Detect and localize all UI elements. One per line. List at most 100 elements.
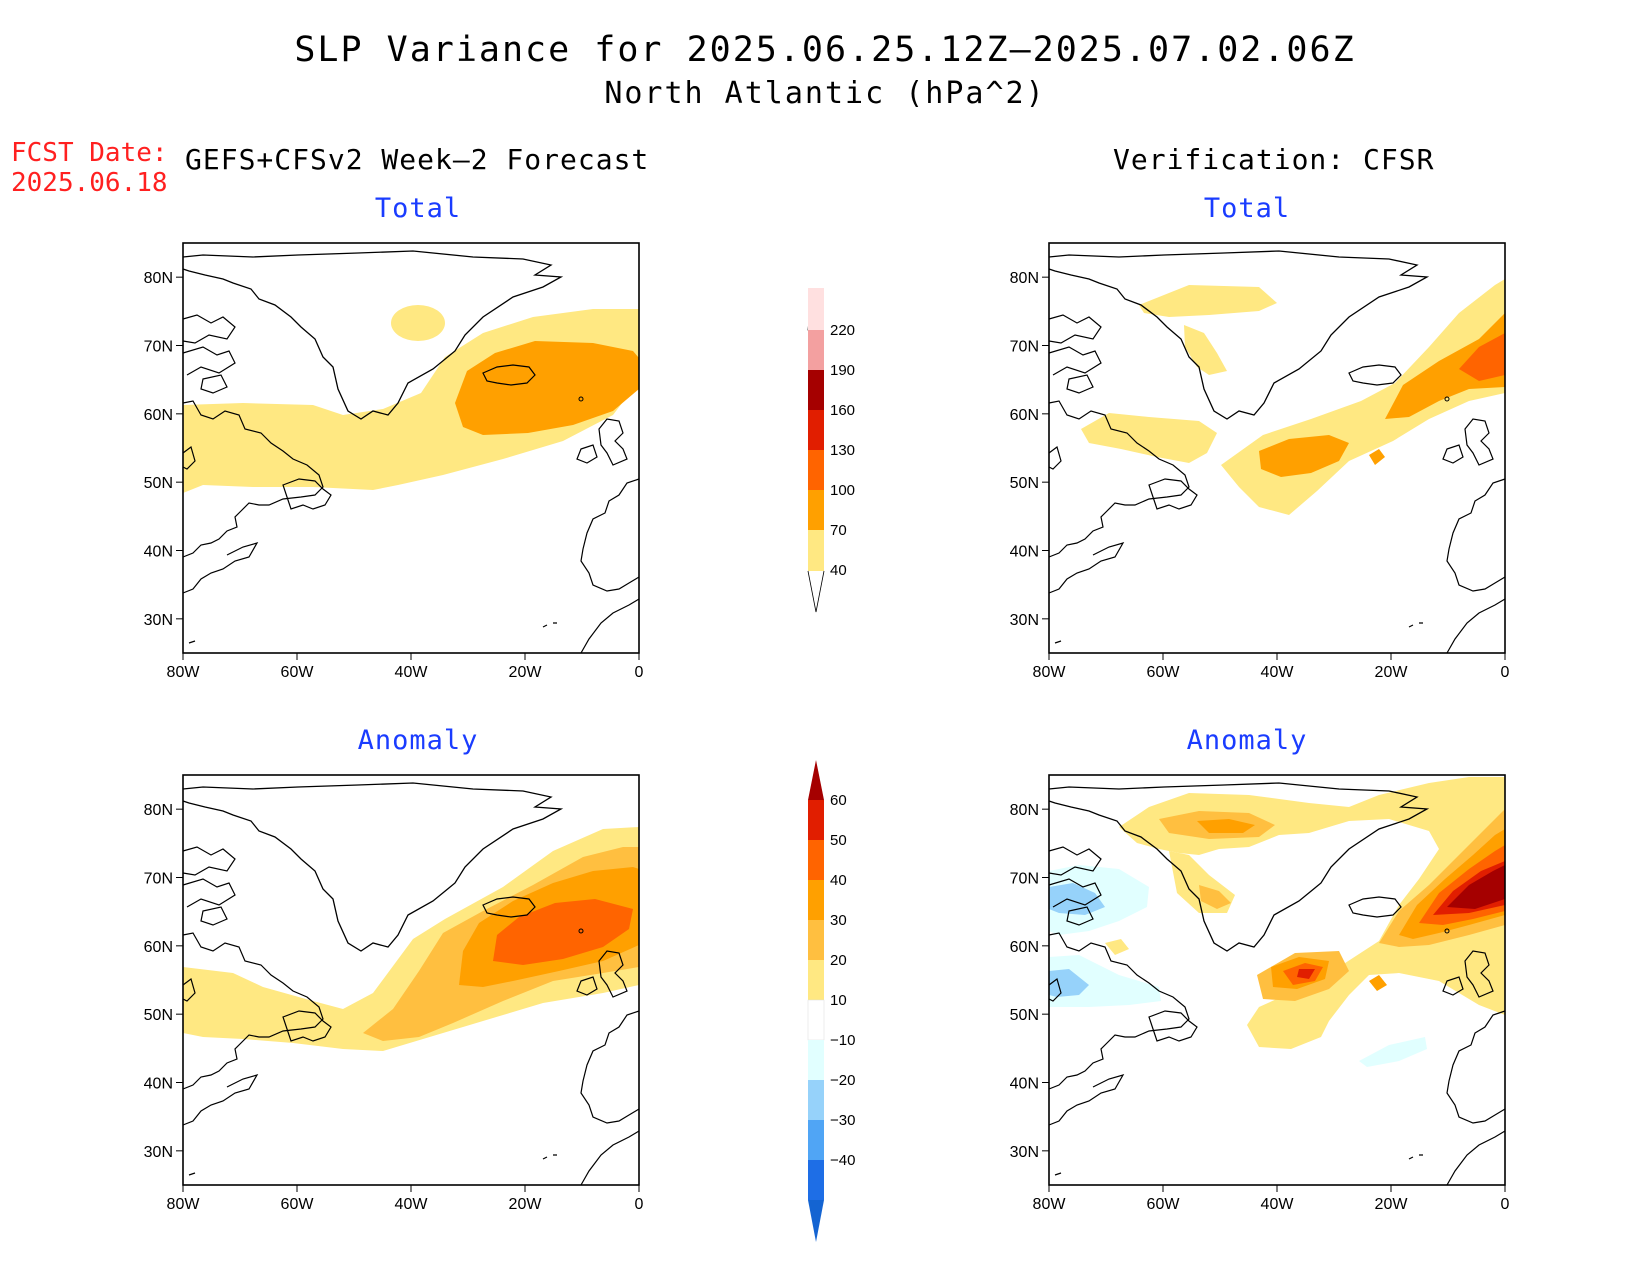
colorbar-total-label-130: 130 xyxy=(830,442,855,459)
colorbar-anomaly-swatch-m30-m40 xyxy=(808,1120,824,1160)
vt-total-contour-100 xyxy=(1459,333,1505,381)
fc-total-lon-label: 40W xyxy=(395,664,429,681)
colorbar-anomaly-swatch-40-30 xyxy=(808,880,824,920)
forecast-total-title: Total xyxy=(374,193,462,224)
fc-anom-lat-label: 60N xyxy=(144,939,173,956)
forecast-anomaly-title: Anomaly xyxy=(357,725,479,756)
va-anom-neg-20-a xyxy=(1049,883,1105,915)
colorbar-total-label-160: 160 xyxy=(830,402,855,419)
fc-anom-lon-label: 60W xyxy=(281,1196,315,1213)
colorbar-anomaly-swatch-neutral xyxy=(807,999,825,1041)
vt-total-contour-70-b xyxy=(1385,313,1505,419)
colorbar-anomaly-bottom-tip xyxy=(808,1200,824,1242)
colorbar-total-swatch-100 xyxy=(808,450,824,490)
colorbar-anomaly-label-50: 50 xyxy=(830,832,847,849)
vt-total-contour-70-a xyxy=(1259,435,1349,477)
fc-anom-lon-label: 0 xyxy=(635,1196,644,1213)
vt-total-contour-40-b xyxy=(1184,325,1227,375)
va-anom-lon-label: 60W xyxy=(1147,1196,1181,1213)
colorbar-anomaly-top-tip xyxy=(808,760,824,800)
fc-anom-lon-label: 40W xyxy=(395,1196,429,1213)
va-anom-lat-label: 60N xyxy=(1010,939,1039,956)
forecast-column-header: GEFS+CFSv2 Week–2 Forecast xyxy=(185,143,650,176)
fc-total-contour-70 xyxy=(455,341,639,435)
vt-total-lat-label: 60N xyxy=(1010,407,1039,424)
colorbar-anomaly-swatch-m20-m30 xyxy=(808,1080,824,1120)
va-anom-lon-label: 80W xyxy=(1033,1196,1067,1213)
verification-total-title: Total xyxy=(1203,193,1291,224)
colorbar-total-label-220: 220 xyxy=(830,322,855,339)
va-anom-lon-label: 20W xyxy=(1375,1196,1409,1213)
fc-anom-contour-40 xyxy=(493,899,633,965)
colorbar-anomaly-label-30: 30 xyxy=(830,912,847,929)
fc-total-lat-label: 50N xyxy=(144,475,173,492)
colorbar-anomaly-swatch-50-40 xyxy=(808,840,824,880)
colorbar-total-bottom-tip xyxy=(807,570,825,613)
forecast-anomaly-map xyxy=(182,774,640,1186)
forecast-date-value: 2025.06.18 xyxy=(11,168,168,198)
colorbar-anomaly-label-m10: −10 xyxy=(830,1032,855,1049)
colorbar-anomaly-label-10: 10 xyxy=(830,992,847,1009)
va-anom-pos-30-a xyxy=(1197,819,1255,833)
fc-total-lat-label: 30N xyxy=(144,612,173,629)
vt-total-contour-70-c xyxy=(1369,449,1385,465)
fc-total-lat-label: 70N xyxy=(144,339,173,356)
vt-total-contour-40-a xyxy=(1139,285,1277,317)
colorbar-anomaly-label-m20: −20 xyxy=(830,1072,855,1089)
va-anom-lat-label: 70N xyxy=(1010,871,1039,888)
va-anom-pos-10-a xyxy=(1119,777,1505,1049)
va-anom-pos-50-a xyxy=(1297,969,1315,979)
verification-anomaly-map xyxy=(1048,774,1506,1186)
fc-total-lon-label: 0 xyxy=(635,664,644,681)
vt-total-lon-label: 0 xyxy=(1501,664,1510,681)
va-anom-pos-30-d xyxy=(1369,975,1387,991)
colorbar-total-swatch-130 xyxy=(808,410,824,450)
fc-anom-lat-label: 80N xyxy=(144,802,173,819)
forecast-total-map xyxy=(182,242,640,654)
vt-total-lon-label: 20W xyxy=(1375,664,1409,681)
va-anom-lat-label: 50N xyxy=(1010,1007,1039,1024)
colorbar-total-label-100: 100 xyxy=(830,482,855,499)
verification-column-header: Verification: CFSR xyxy=(1113,143,1435,176)
colorbar-anomaly-swatch-m40 xyxy=(808,1160,824,1200)
colorbar-anomaly: 60 50 40 30 20 10 −10 −20 −30 −40 xyxy=(807,760,855,1242)
colorbar-anomaly-label-40: 40 xyxy=(830,872,847,889)
va-anom-neg-10-c xyxy=(1359,1037,1427,1067)
fc-total-lat-label: 80N xyxy=(144,270,173,287)
colorbar-total-swatch-70 xyxy=(808,490,824,530)
fc-total-contour-40-small xyxy=(391,305,445,341)
fc-anom-lat-label: 40N xyxy=(144,1076,173,1093)
colorbar-total-label-70: 70 xyxy=(830,522,847,539)
va-anom-lon-label: 0 xyxy=(1501,1196,1510,1213)
colorbar-anomaly-label-60: 60 xyxy=(830,792,847,809)
fc-total-lon-label: 60W xyxy=(281,664,315,681)
fc-total-lat-label: 60N xyxy=(144,407,173,424)
vt-total-lat-label: 40N xyxy=(1010,544,1039,561)
verification-anomaly-title: Anomaly xyxy=(1186,725,1308,756)
colorbar-anomaly-label-20: 20 xyxy=(830,952,847,969)
fc-total-lon-label: 80W xyxy=(167,664,201,681)
title-line-2: North Atlantic (hPa^2) xyxy=(604,76,1046,111)
va-anom-lat-label: 30N xyxy=(1010,1144,1039,1161)
fc-total-lat-label: 40N xyxy=(144,544,173,561)
vt-total-lon-label: 80W xyxy=(1033,664,1067,681)
colorbar-total-swatch-40 xyxy=(808,530,824,571)
vt-total-contour-40-d xyxy=(1221,279,1505,515)
title-line-1: SLP Variance for 2025.06.25.12Z–2025.07.… xyxy=(294,30,1356,70)
fc-anom-lon-label: 20W xyxy=(509,1196,543,1213)
vt-total-lat-label: 30N xyxy=(1010,612,1039,629)
colorbar-total-swatch-160 xyxy=(808,370,824,410)
fc-anom-contour-10 xyxy=(183,827,639,1051)
va-anom-pos-10-c xyxy=(1105,939,1129,955)
va-anom-lat-label: 80N xyxy=(1010,802,1039,819)
colorbar-total-label-190: 190 xyxy=(830,362,855,379)
fc-anom-lat-label: 30N xyxy=(144,1144,173,1161)
vt-total-contour-40-c xyxy=(1081,413,1217,463)
fc-anom-lat-label: 50N xyxy=(144,1007,173,1024)
va-anom-lon-label: 40W xyxy=(1261,1196,1295,1213)
fc-anom-lon-label: 80W xyxy=(167,1196,201,1213)
vt-total-lon-label: 40W xyxy=(1261,664,1295,681)
vt-total-lat-label: 70N xyxy=(1010,339,1039,356)
colorbar-anomaly-swatch-60-50 xyxy=(808,800,824,840)
